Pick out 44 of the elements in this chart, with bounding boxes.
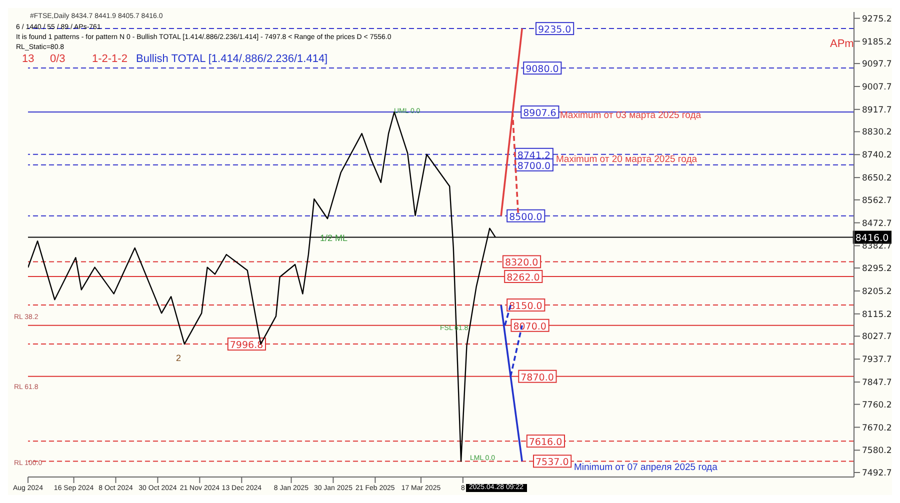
y-tick-label: 8830.2 (862, 128, 892, 138)
y-tick-label: 8650.2 (862, 174, 892, 184)
ref-line-label: 8416.0 (855, 233, 889, 244)
ref-line-label: 7996.8 (230, 340, 264, 352)
y-tick-label: 8472.7 (862, 218, 892, 229)
ref-line-label: 9080.0 (526, 64, 559, 76)
ref-line-label: 8700.0 (517, 160, 551, 172)
annotation: Bullish TOTAL [1.414/.886/2.236/1.414] (136, 53, 328, 66)
y-tick-label: 7580.2 (862, 446, 892, 456)
y-tick-label: 8027.7 (862, 332, 892, 342)
ref-line-label: 7616.0 (528, 437, 562, 448)
ref-line-label: 8070.0 (513, 321, 546, 332)
ref-line-label: 8262.0 (506, 272, 540, 284)
y-tick-label: 9275.2 (862, 14, 892, 24)
ref-line-label: 7870.0 (520, 372, 554, 384)
y-tick-label: 8917.7 (862, 105, 892, 116)
y-tick-label: 8382.7 (862, 242, 892, 252)
y-tick-label: 9185.2 (862, 37, 892, 48)
y-tick-label: 8562.7 (862, 196, 892, 206)
ref-line-label: 8907.6 (523, 108, 556, 119)
ref-line-label: 7537.0 (536, 457, 569, 468)
annotation: 1-2-1-2 (92, 53, 128, 66)
y-tick-label: 8740.2 (862, 150, 892, 161)
annotation: 13 (22, 53, 34, 66)
y-tick-label: 7492.7 (862, 468, 892, 479)
annotation: Maximum от 20 марта 2025 года (556, 154, 698, 166)
y-tick-label: 8205.2 (862, 286, 892, 297)
ref-line-label: 8320.0 (504, 258, 538, 269)
y-tick-label: 9007.7 (862, 82, 892, 92)
y-tick-label: 7670.2 (862, 423, 892, 434)
annotation: 2 (176, 353, 182, 364)
ref-line-label: 9235.0 (538, 24, 572, 36)
y-tick-label: 8115.2 (862, 310, 892, 320)
annotation: 0/3 (50, 53, 66, 66)
annotation: Maximum от 03 марта 2025 года (560, 110, 702, 122)
annotation: Minimum от 07 апреля 2025 года (574, 462, 718, 474)
y-tick-label: 7937.7 (862, 355, 892, 366)
y-tick-label: 8295.2 (862, 264, 892, 274)
y-tick-label: 7847.7 (862, 378, 892, 388)
annotation: APm (830, 38, 854, 50)
y-tick-label: 9097.7 (862, 60, 892, 70)
ref-line-label: 8741.2 (517, 150, 551, 162)
y-tick-label: 7760.2 (862, 400, 892, 410)
ref-line-label: 8500.0 (509, 212, 542, 223)
